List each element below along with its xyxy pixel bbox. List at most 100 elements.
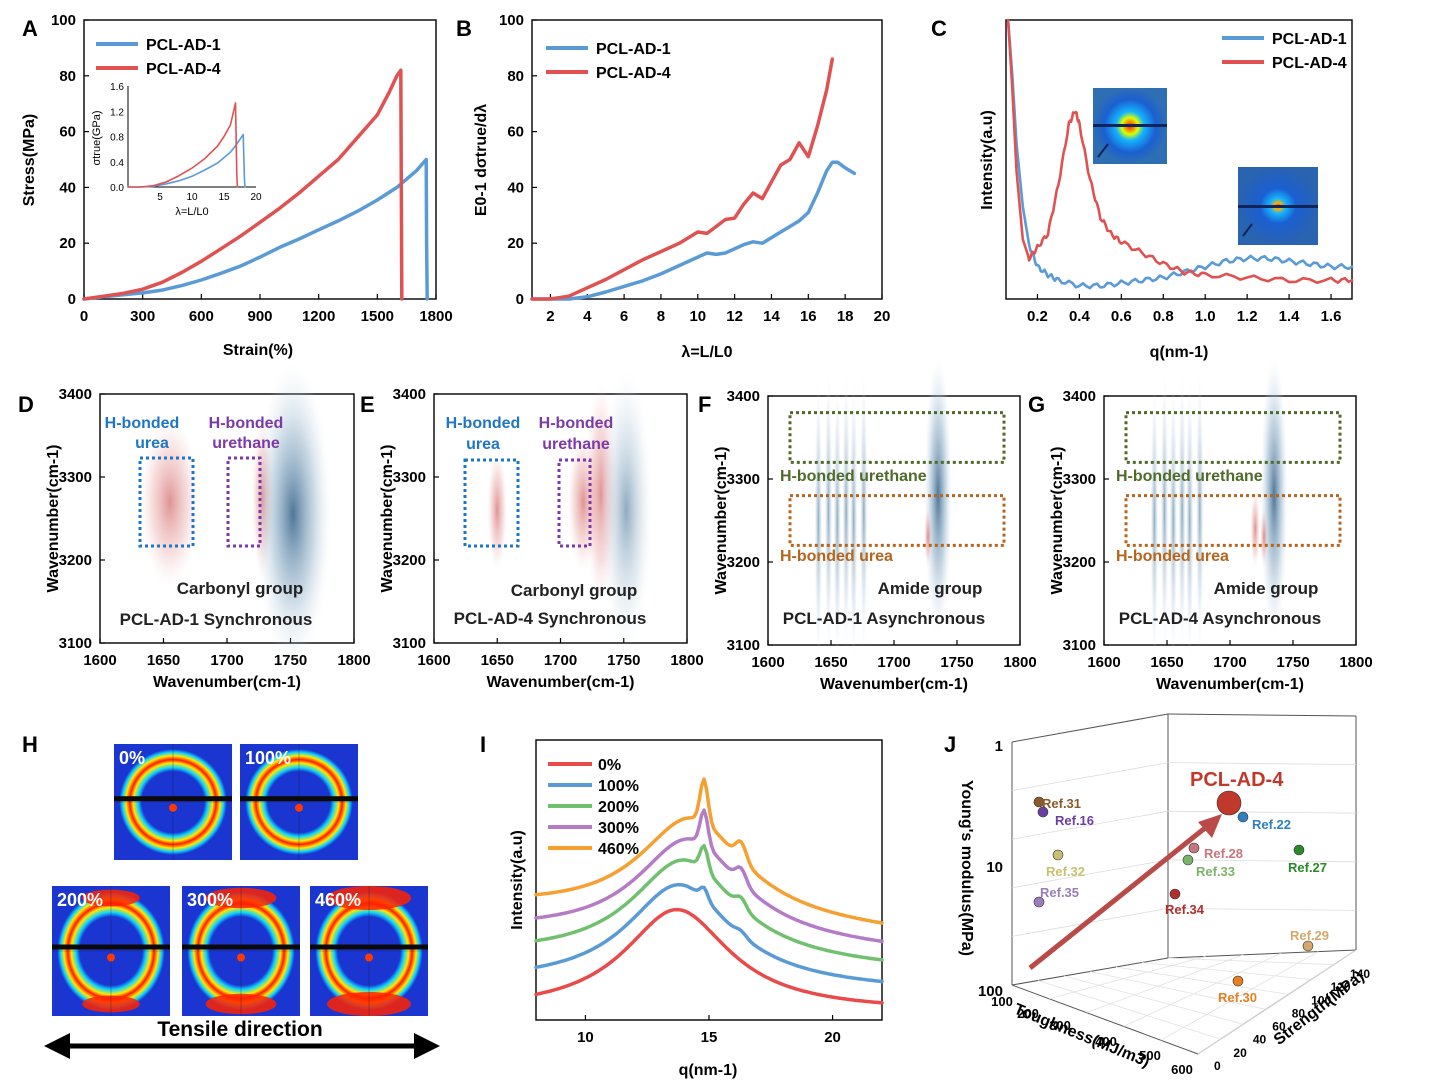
x-tick-label: 18 [837, 308, 854, 325]
panel-g: 1600 1650 1700 1750 1800 3100 3200 3300 3400 Wave… [1049, 355, 1373, 693]
inset-y-tick-label: 1.6 [110, 82, 124, 93]
x-tick-label: 15 [701, 1029, 718, 1046]
legend-label: PCL-AD-4 [146, 61, 221, 78]
x-tick-label: 4 [583, 308, 592, 325]
inset-line-PCL-AD-1 [127, 133, 246, 188]
strain-label: 200% [57, 890, 103, 910]
label-urethane: urethane [542, 436, 610, 453]
x-tick-label: 1.2 [1237, 308, 1258, 325]
x-tick-label: 12 [726, 308, 743, 325]
inset-x-tick-label: 20 [250, 192, 262, 203]
y-axis-label: Intensity(a.u) [509, 830, 526, 930]
panel-letter: A [22, 16, 38, 41]
y-tick-label: 3200 [393, 552, 426, 569]
grid-line [1160, 951, 1319, 1041]
x-tick-label: 1800 [337, 652, 370, 669]
async-stripe [1169, 380, 1178, 661]
x-tick-label: 1700 [210, 652, 243, 669]
beam-center [237, 953, 245, 962]
x-tick-label: 1650 [814, 654, 847, 671]
x-tick-label: 200 [1017, 1006, 1039, 1021]
beamstop-bar [1093, 124, 1167, 127]
strain-label: 0% [119, 748, 145, 768]
beamstop-bar [310, 944, 428, 950]
series-line-PCL-AD-1 [82, 157, 429, 301]
beamstop-arm [1097, 143, 1109, 158]
point-label-Ref.33: Ref.33 [1196, 864, 1235, 879]
grid-line [1086, 954, 1244, 1013]
y-tick-label: 100 [51, 12, 76, 29]
x-tick-label: 600 [1171, 1062, 1193, 1077]
series-line-PCL-AD-4 [1006, 18, 1354, 285]
grid-line [1011, 810, 1169, 840]
plot-frame [1005, 19, 1353, 300]
waxs-pattern: 0% [114, 744, 232, 860]
grid-line [1167, 859, 1357, 863]
contour-carbonyl [255, 364, 332, 665]
x-tick-label: 1.6 [1321, 308, 1342, 325]
box-edge [1167, 949, 1357, 959]
x-tick-label: 10 [577, 1029, 594, 1046]
panel-b: 2 4 6 8 10 12 14 16 18 20 0 20 40 60 80 100 λ=L/L0 E0-1 d… [473, 12, 890, 361]
y-tick-label: 80 [59, 68, 76, 85]
grid-line [1167, 908, 1357, 911]
beamstop-arm [1242, 223, 1253, 237]
grid-line [1011, 859, 1169, 889]
panel-title: PCL-AD-4 Asynchronous [1119, 609, 1321, 628]
panel-a: 0 300 600 900 1200 1500 1800 0 20 40 60 80 100 Strain… [21, 12, 453, 359]
panel-letter: B [456, 16, 472, 41]
x-tick-label: 1600 [751, 654, 784, 671]
legend-label: 300% [598, 820, 639, 837]
x-tick-label: 600 [189, 308, 214, 325]
data-point-Ref.22 [1237, 811, 1249, 823]
panel-letter: H [22, 732, 38, 757]
z-tick-label: 100 [1311, 993, 1331, 1007]
beam-center [295, 803, 303, 812]
x-tick-label: 1700 [1213, 654, 1246, 671]
contour-urea [487, 450, 508, 571]
panel-letter: G [1028, 392, 1045, 417]
legend-label: 200% [598, 799, 639, 816]
x-tick-label: 100 [991, 994, 1013, 1009]
beam-center [365, 953, 373, 962]
tensile-arrow-head-right [414, 1033, 440, 1059]
data-point-Ref.29 [1302, 940, 1314, 952]
async-stripe-red [924, 507, 933, 568]
y-tick-label: 3100 [393, 635, 426, 652]
y-tick-label: 10 [986, 859, 1003, 876]
label-urethane: H-bonded [209, 415, 284, 432]
tensile-direction-label: Tensile direction [157, 1018, 322, 1041]
box-edge [1011, 713, 1169, 743]
panel-i: 10 15 20 q(nm-1) Intensity(a.u) 0% 100% 200% 300… [509, 739, 884, 1079]
y-tick-label: 60 [59, 124, 76, 141]
x-tick-label: 1650 [1150, 654, 1183, 671]
z-tick-label: 140 [1350, 967, 1370, 981]
y-tick-label: 40 [59, 179, 76, 196]
data-point-Ref.27 [1293, 844, 1305, 856]
waxs-pattern: 300% [182, 886, 300, 1016]
beamstop-bar [182, 944, 300, 950]
x-axis-label: q(nm-1) [679, 1062, 738, 1079]
z-tick-label: 120 [1331, 980, 1351, 994]
y-tick-label: 80 [507, 68, 524, 85]
trend-arrow-head [1198, 814, 1222, 838]
grid-line [1167, 762, 1357, 765]
panel-letter: C [931, 16, 947, 41]
legend-label: 0% [598, 757, 621, 774]
panel-letter: J [944, 732, 956, 757]
data-point-Ref.30 [1232, 975, 1244, 987]
label-amide: Amide group [878, 579, 983, 598]
z-tick-label: 80 [1292, 1006, 1306, 1020]
plot-frame [1103, 395, 1357, 646]
data-point-Ref.16 [1037, 806, 1049, 818]
async-stripe [842, 372, 851, 653]
x-tick-label: 300 [130, 308, 155, 325]
panel-title: PCL-AD-1 Synchronous [120, 610, 313, 629]
panel-title: PCL-AD-1 Asynchronous [783, 609, 985, 628]
label-urea: urea [135, 435, 169, 452]
label-urea: H-bonded [105, 415, 180, 432]
async-stripe [1195, 372, 1204, 653]
label-urethane: H-bonded [539, 415, 614, 432]
urea-box [463, 458, 520, 548]
